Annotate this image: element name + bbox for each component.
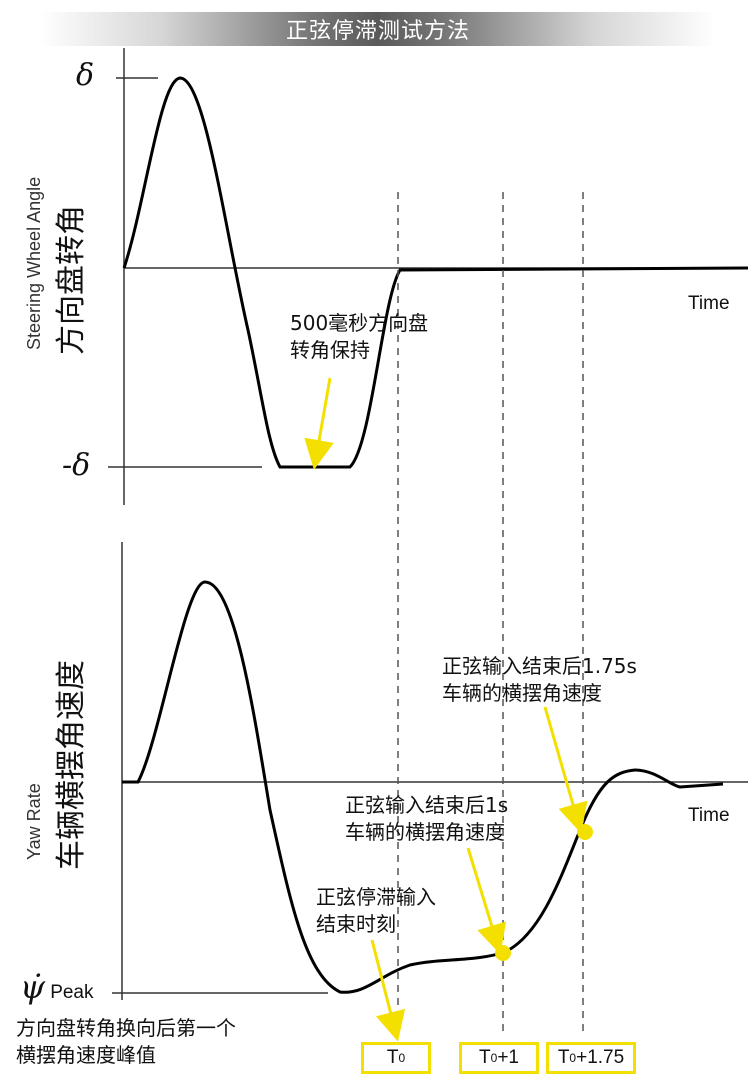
bottom-y-label-zh: 车辆横摆角速度 xyxy=(54,660,89,870)
neg-delta-label: -δ xyxy=(62,448,91,483)
psi-symbol: ψ̇ xyxy=(20,968,46,1006)
bottom-y-label-en: Yaw Rate xyxy=(24,783,44,860)
hold-arrow xyxy=(304,377,334,470)
top-time-label: Time xyxy=(688,293,730,314)
top-y-label-en: Steering Wheel Angle xyxy=(24,176,44,350)
peak-word: Peak xyxy=(50,982,94,1003)
yaw-point-t175 xyxy=(577,824,593,840)
psi-peak-label: ψ̇ Peak xyxy=(20,968,94,1006)
annotation-1: 正弦输入结束后1s 车辆的横摆角速度 xyxy=(345,793,509,844)
hold-annotation: 500毫秒方向盘 转角保持 xyxy=(290,311,429,362)
time-mark-t0-plus-175: T 0 +1.75 xyxy=(546,1042,636,1074)
annotation-175: 正弦输入结束后1.75s 车辆的横摆角速度 xyxy=(442,654,637,705)
steering-angle-curve xyxy=(122,76,749,469)
time-mark-t0-plus-1: T 0 +1 xyxy=(459,1042,539,1074)
annotation-peak: 方向盘转角换向后第一个 横摆角速度峰值 xyxy=(16,1016,236,1067)
delta-label: δ xyxy=(76,58,95,93)
arrow-175 xyxy=(543,706,588,834)
annotation-end: 正弦停滞输入 结束时刻 xyxy=(316,885,436,936)
title-bar: 正弦停滞测试方法 xyxy=(40,12,716,46)
bottom-time-label: Time xyxy=(688,805,730,826)
arrow-1 xyxy=(466,847,507,955)
yaw-point-t1 xyxy=(495,945,511,961)
yaw-rate-curve xyxy=(122,580,724,994)
page-title: 正弦停滞测试方法 xyxy=(285,19,470,44)
top-y-label-zh: 方向盘转角 xyxy=(54,205,89,355)
arrow-end xyxy=(370,939,406,1042)
